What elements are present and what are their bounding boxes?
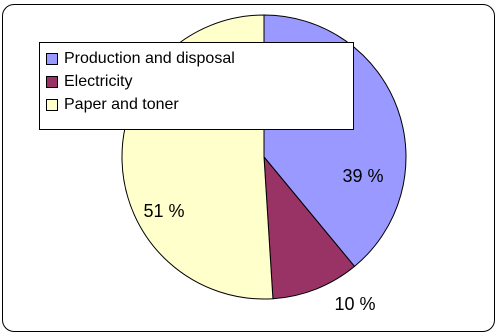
pie-data-labels: 39 % 10 % 51 %	[143, 166, 383, 314]
pie-slice-electricity	[263, 155, 356, 300]
legend-swatch-production-and-disposal	[46, 52, 58, 65]
legend-label-production-and-disposal: Production and disposal	[64, 49, 235, 67]
data-label-production-and-disposal: 39 %	[342, 166, 383, 186]
legend: Production and disposal Electricity Pape…	[39, 42, 354, 130]
legend-label-electricity: Electricity	[64, 72, 133, 90]
data-label-paper-and-toner: 51 %	[143, 201, 184, 221]
legend-item-production-and-disposal: Production and disposal	[46, 47, 353, 70]
legend-swatch-paper-and-toner	[46, 98, 58, 111]
legend-swatch-electricity	[46, 75, 58, 88]
legend-item-paper-and-toner: Paper and toner	[46, 93, 353, 116]
legend-item-electricity: Electricity	[46, 70, 353, 93]
data-label-electricity: 10 %	[334, 294, 375, 314]
legend-label-paper-and-toner: Paper and toner	[64, 95, 179, 113]
